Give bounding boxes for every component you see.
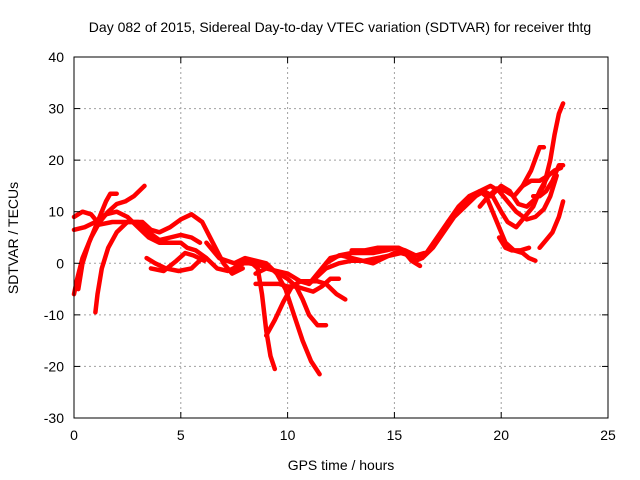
series-track-19 <box>488 101 566 209</box>
series-group <box>71 101 566 377</box>
x-tick-label: 25 <box>600 427 616 443</box>
series-track-7 <box>148 250 207 274</box>
y-tick-label: 0 <box>56 255 64 271</box>
x-tick-label: 10 <box>280 427 296 443</box>
series-track-22 <box>530 163 566 199</box>
x-tick-label: 0 <box>70 427 78 443</box>
series-track-15 <box>349 173 551 263</box>
series-track-20 <box>496 235 532 253</box>
series-track-6 <box>144 255 205 274</box>
series-track-23 <box>537 199 566 251</box>
x-axis-label: GPS time / hours <box>288 457 395 473</box>
series-track-8 <box>204 240 329 328</box>
y-tick-label: 20 <box>48 152 64 168</box>
x-tick-label: 5 <box>177 427 185 443</box>
chart-title: Day 082 of 2015, Sidereal Day-to-day VTE… <box>89 19 591 35</box>
series-track-9 <box>231 255 322 377</box>
x-tick-label: 15 <box>387 427 403 443</box>
y-tick-label: -30 <box>44 410 64 426</box>
y-tick-label: 30 <box>48 101 64 117</box>
tick-group: 0 5 10 15 20 25 -30 -20 -10 0 10 20 30 40 <box>44 49 616 443</box>
x-tick-label: 20 <box>493 427 509 443</box>
series-track-4 <box>71 209 278 372</box>
series-track-1 <box>71 183 147 297</box>
plot-frame <box>73 56 609 419</box>
series-track-5 <box>93 219 203 315</box>
y-tick-label: -20 <box>44 358 64 374</box>
y-axis-label: SDTVAR / TECUs <box>5 182 21 294</box>
series-track-17 <box>445 188 538 263</box>
y-tick-label: 10 <box>48 204 64 220</box>
y-tick-label: -10 <box>44 307 64 323</box>
y-tick-label: 40 <box>48 49 64 65</box>
